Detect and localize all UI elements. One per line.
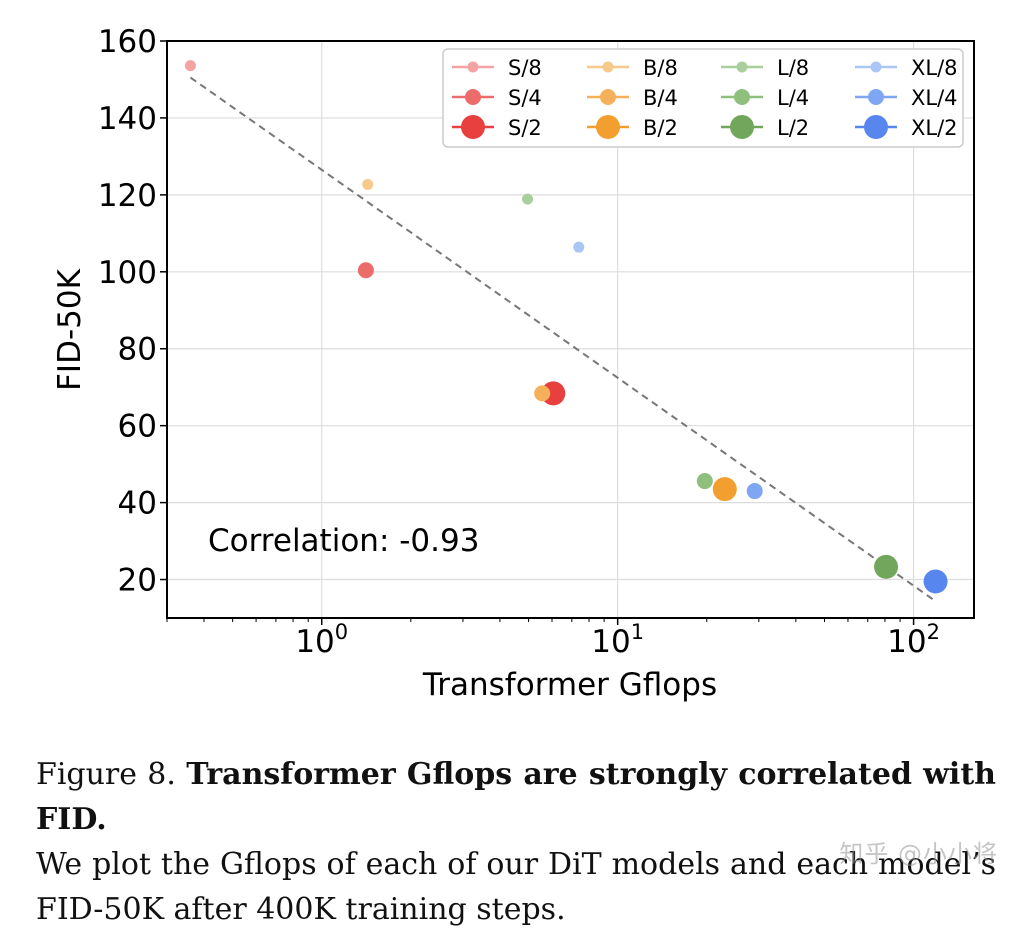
x-tick-label: 101 xyxy=(591,620,644,660)
y-tick-label: 40 xyxy=(118,486,157,522)
correlation-annotation: Correlation: -0.93 xyxy=(208,523,479,559)
legend-label-b-8: B/8 xyxy=(643,56,678,80)
data-point-b-4 xyxy=(534,385,551,402)
legend-label-l-2: L/2 xyxy=(777,116,809,140)
legend-label-s-2: S/2 xyxy=(508,116,542,140)
y-axis-label: FID-50K xyxy=(52,268,88,390)
y-tick-label: 20 xyxy=(118,563,157,599)
data-points xyxy=(184,60,948,594)
legend-marker-xl-8 xyxy=(870,61,882,73)
legend-label-s-8: S/8 xyxy=(508,56,542,80)
scatter-chart: 20 40 60 80 100 120 140 160 100 101 102 Transform… xyxy=(52,24,975,703)
caption-bold-title: Transformer Gflops are strongly correlat… xyxy=(36,757,996,837)
legend-box xyxy=(442,48,964,148)
legend-marker-xl-4 xyxy=(868,89,884,105)
y-tick-label: 120 xyxy=(98,178,157,214)
legend-marker-b-2 xyxy=(596,115,620,139)
plot-frame xyxy=(166,40,975,619)
legend-label-xl-4: XL/4 xyxy=(911,86,958,110)
x-tick-label: 102 xyxy=(887,620,940,660)
data-point-l-8 xyxy=(522,193,534,205)
legend: S/8 S/4 S/2 B/8 B/4 B/2 L/8 L/4 L/2 XL/8 XL/4 XL/2 xyxy=(442,48,964,148)
legend-label-xl-8: XL/8 xyxy=(911,56,958,80)
y-axis-ticks: 20 40 60 80 100 120 140 160 xyxy=(98,24,167,599)
data-point-l-2 xyxy=(874,554,899,579)
legend-label-xl-2: XL/2 xyxy=(911,116,958,140)
caption-prefix: Figure 8. xyxy=(36,757,187,792)
x-tick-label: 100 xyxy=(295,620,348,660)
data-point-s-8 xyxy=(184,60,196,72)
y-tick-label: 160 xyxy=(98,24,157,60)
data-point-s-4 xyxy=(357,262,374,279)
y-tick-label: 140 xyxy=(98,101,157,137)
legend-label-l-8: L/8 xyxy=(777,56,809,80)
legend-label-s-4: S/4 xyxy=(508,86,542,110)
trendline xyxy=(189,76,936,602)
data-point-l-4 xyxy=(696,473,713,490)
watermark: 知乎 @小小将 xyxy=(839,840,998,868)
legend-marker-l-4 xyxy=(734,89,750,105)
legend-marker-s-2 xyxy=(461,115,485,139)
y-tick-label: 60 xyxy=(118,409,157,445)
x-axis-label: Transformer Gflops xyxy=(422,667,717,703)
y-tick-label: 80 xyxy=(118,332,157,368)
legend-label-l-4: L/4 xyxy=(777,86,809,110)
legend-marker-l-2 xyxy=(730,115,754,139)
legend-marker-xl-2 xyxy=(864,115,888,139)
legend-marker-l-8 xyxy=(736,61,748,73)
y-tick-label: 100 xyxy=(98,255,157,291)
legend-label-b-2: B/2 xyxy=(643,116,678,140)
caption-line-1: Figure 8. Transformer Gflops are strongl… xyxy=(36,752,996,842)
legend-marker-s-8 xyxy=(467,61,479,73)
legend-marker-s-4 xyxy=(465,89,481,105)
data-point-b-2 xyxy=(712,477,737,502)
data-point-xl-4 xyxy=(746,483,763,500)
data-point-b-8 xyxy=(362,178,374,190)
legend-label-b-4: B/4 xyxy=(643,86,678,110)
caption-line-2: We plot the Gflops of each of our DiT mo… xyxy=(36,847,996,882)
data-point-xl-8 xyxy=(573,241,585,253)
legend-marker-b-4 xyxy=(600,89,616,105)
legend-marker-b-8 xyxy=(602,61,614,73)
data-point-xl-2 xyxy=(923,569,948,594)
x-axis-ticks: 100 101 102 xyxy=(166,618,940,660)
caption-line-3: FID-50K after 400K training steps. xyxy=(36,892,566,927)
